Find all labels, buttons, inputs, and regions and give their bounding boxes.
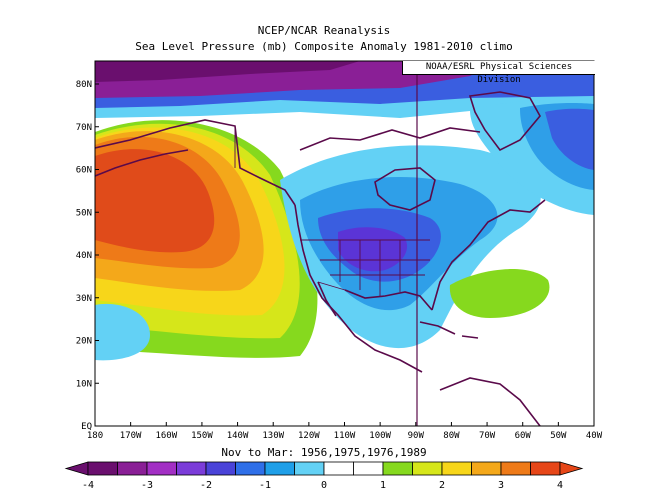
colorbar-label: -1 — [259, 480, 271, 491]
colorbar-cell — [87, 461, 118, 476]
colorbar-cell — [264, 461, 295, 476]
colorbar-cell — [382, 461, 413, 476]
colorbar-cell — [412, 461, 443, 476]
lon-tick-label: 150W — [191, 431, 213, 441]
colorbar-labels: -4 -3 -2 -1 0 1 2 3 4 — [82, 480, 563, 491]
state-lines — [320, 240, 430, 296]
lon-tick-label: 140W — [227, 431, 249, 441]
lon-tick-label: 50W — [550, 431, 567, 441]
colorbar-cell — [441, 461, 472, 476]
lon-tick-label: 120W — [298, 431, 320, 441]
east-coast — [431, 199, 546, 311]
credit-label: NOAA/ESRL Physical Sciences Division — [402, 61, 595, 85]
lon-tick-label: 110W — [334, 431, 356, 441]
colorbar-label: -3 — [141, 480, 153, 491]
south-america — [439, 377, 541, 426]
lat-tick-label: 80N — [76, 80, 92, 90]
colorbar-cell — [294, 461, 325, 476]
colorbar-cells — [64, 461, 584, 476]
lon-tick-label: 160W — [155, 431, 177, 441]
colorbar-cell — [530, 461, 561, 476]
lat-tick-label: 40N — [76, 251, 92, 261]
cuba — [419, 321, 456, 335]
latitude-labels: 80N 70N 60N 50N 40N 30N 20N 10N EQ — [76, 80, 99, 432]
colorbar-right-arrow — [559, 461, 584, 476]
lon-tick-label: 90W — [408, 431, 425, 441]
lon-tick-label: 130W — [262, 431, 284, 441]
map-subtitle: Sea Level Pressure (mb) Composite Anomal… — [135, 40, 513, 53]
coastlines — [95, 91, 546, 426]
lon-tick-label: 80W — [443, 431, 460, 441]
lon-tick-label: 100W — [369, 431, 391, 441]
lon-tick-label: 60W — [515, 431, 532, 441]
colorbar-cell — [205, 461, 236, 476]
colorbar-label: 0 — [321, 480, 327, 491]
colorbar-label: -4 — [82, 480, 94, 491]
colorbar-cell — [471, 461, 502, 476]
canadian-arctic — [299, 127, 481, 151]
colorbar-cell — [323, 461, 354, 476]
lat-tick-label: 10N — [76, 379, 92, 389]
colorbar-cell — [176, 461, 207, 476]
baja-peninsula — [317, 281, 337, 317]
colorbar-label: -2 — [200, 480, 212, 491]
colorbar-cell — [117, 461, 148, 476]
colorbar-cell — [235, 461, 266, 476]
lat-tick-label: 50N — [76, 208, 92, 218]
colorbar-label: 2 — [439, 480, 445, 491]
lat-tick-label: 20N — [76, 337, 92, 347]
lat-tick-label: EQ — [81, 422, 92, 432]
colorbar-label: 3 — [498, 480, 504, 491]
us-mexico-border — [317, 281, 346, 291]
lat-tick-label: 30N — [76, 294, 92, 304]
hudson-bay — [374, 167, 436, 211]
greenland — [468, 91, 541, 152]
colorbar-cell — [353, 461, 384, 476]
colorbar-label: 1 — [380, 480, 386, 491]
colorbar-label: 4 — [557, 480, 563, 491]
arctic-low-core — [95, 61, 360, 82]
colorbar-left-arrow — [64, 461, 89, 476]
longitude-labels: 180 170W 160W 150W 140W 130W 120W 110W 100W 90W 80… — [87, 422, 603, 441]
atlantic-high — [449, 269, 550, 318]
colorbar-cell — [146, 461, 177, 476]
lon-tick-label: 40W — [586, 431, 603, 441]
anomaly-fields — [95, 61, 594, 426]
hispaniola — [461, 335, 479, 339]
lon-tick-label: 170W — [120, 431, 142, 441]
lon-tick-label: 180 — [87, 431, 103, 441]
lat-tick-label: 70N — [76, 123, 92, 133]
subtropical-pacific-low — [95, 303, 150, 361]
aleutian-islands — [95, 149, 189, 177]
pacific-high-core — [95, 149, 215, 253]
borders — [234, 126, 430, 296]
atlantic-low-core — [545, 108, 594, 170]
lat-tick-label: 60N — [76, 166, 92, 176]
colorbar-cell — [500, 461, 531, 476]
map-title: NCEP/NCAR Reanalysis — [257, 24, 391, 37]
lon-tick-label: 70W — [479, 431, 496, 441]
gulf-coast — [344, 289, 433, 311]
period-label: Nov to Mar: 1956,1975,1976,1989 — [221, 446, 427, 459]
